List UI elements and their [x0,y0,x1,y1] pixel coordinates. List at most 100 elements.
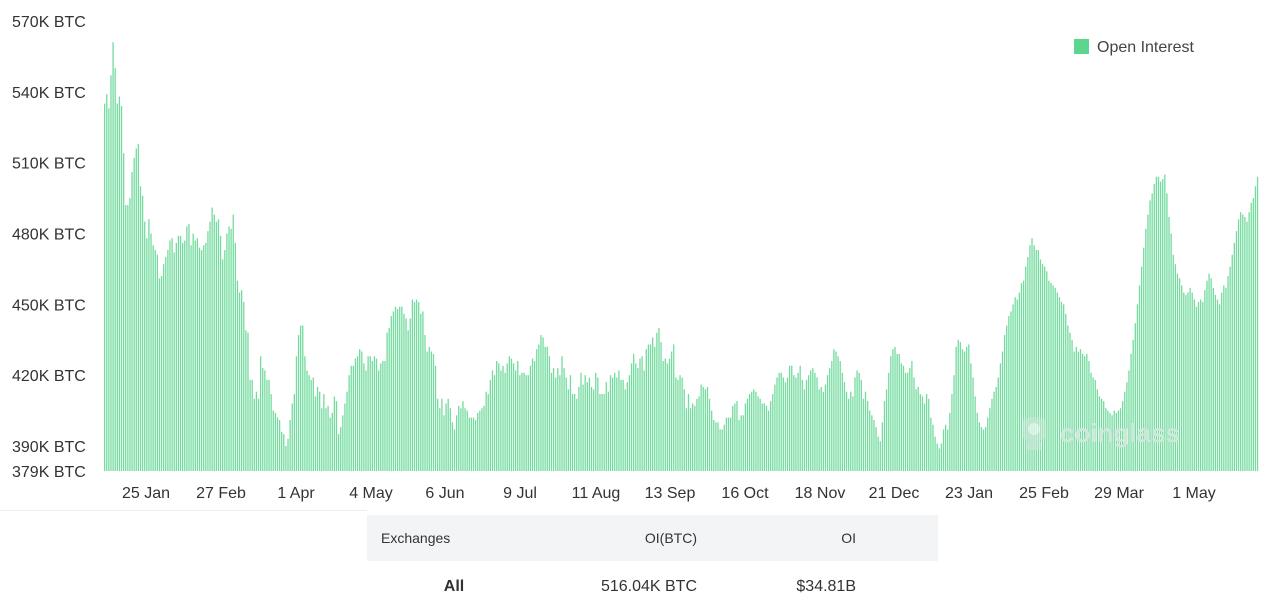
bar[interactable] [700,384,702,471]
bar[interactable] [972,377,974,471]
bar[interactable] [1153,183,1155,472]
bar[interactable] [1079,349,1082,471]
bar[interactable] [660,342,662,471]
bar[interactable] [909,368,911,471]
bar[interactable] [696,398,698,471]
bar[interactable] [702,386,704,471]
bar[interactable] [226,233,228,472]
bar[interactable] [765,405,768,471]
bar[interactable] [1168,216,1170,471]
bar[interactable] [831,361,833,471]
bar[interactable] [249,379,251,471]
bar[interactable] [866,401,869,471]
bar[interactable] [611,377,614,471]
bar[interactable] [496,361,498,471]
bar[interactable] [498,363,500,471]
bar[interactable] [1008,316,1010,471]
bar[interactable] [1183,292,1185,471]
bar[interactable] [1199,299,1202,471]
bar[interactable] [955,346,957,471]
bar[interactable] [803,389,806,471]
bar[interactable] [557,368,559,471]
bar[interactable] [464,408,466,471]
bar[interactable] [715,422,717,471]
bar[interactable] [759,398,761,471]
bar[interactable] [1134,323,1136,471]
bar[interactable] [521,372,523,471]
bar[interactable] [904,372,907,471]
bar[interactable] [253,398,255,471]
bar[interactable] [963,351,966,471]
bar[interactable] [1162,179,1164,471]
bar[interactable] [951,394,953,471]
bar[interactable] [139,186,142,471]
bar[interactable] [797,372,799,471]
bar[interactable] [519,375,521,471]
bar[interactable] [1071,339,1073,471]
bar[interactable] [268,379,270,471]
bar[interactable] [156,254,158,471]
bar[interactable] [869,410,871,471]
bar[interactable] [310,379,312,471]
bar[interactable] [230,228,232,471]
bar[interactable] [588,377,591,471]
bar[interactable] [289,420,291,471]
bar[interactable] [618,370,620,471]
bar[interactable] [175,242,177,471]
bar[interactable] [820,386,822,471]
bar[interactable] [1155,176,1158,471]
bar[interactable] [898,353,900,471]
bar[interactable] [318,391,321,471]
bar[interactable] [394,306,397,471]
bar[interactable] [966,346,968,471]
bar[interactable] [546,346,548,471]
bar[interactable] [1128,370,1130,471]
bar[interactable] [190,245,192,471]
bar[interactable] [883,401,886,471]
bar[interactable] [506,363,508,471]
bar[interactable] [1073,351,1075,471]
bar[interactable] [970,363,972,471]
bar[interactable] [677,379,679,471]
bar[interactable] [729,417,732,471]
bar[interactable] [359,349,361,471]
bar[interactable] [1218,304,1221,471]
bar[interactable] [1113,410,1115,471]
bar[interactable] [635,363,637,471]
bar[interactable] [576,398,578,471]
bar[interactable] [259,356,262,471]
bar[interactable] [283,434,285,471]
bar[interactable] [491,370,494,471]
bar[interactable] [902,365,905,471]
bar[interactable] [574,394,576,471]
bar[interactable] [1103,401,1105,471]
bar[interactable] [597,377,599,471]
bar[interactable] [487,394,489,471]
bar[interactable] [211,207,213,471]
bar[interactable] [1181,285,1183,471]
bar[interactable] [1069,332,1071,471]
bar[interactable] [548,356,551,471]
bar[interactable] [302,325,304,471]
bar[interactable] [662,361,664,471]
bar[interactable] [481,408,483,471]
bar[interactable] [740,415,742,471]
bar[interactable] [913,377,915,471]
bar[interactable] [215,221,218,471]
bar[interactable] [337,434,340,471]
bar[interactable] [1052,285,1054,471]
bar[interactable] [1214,294,1217,471]
bar[interactable] [1197,301,1200,471]
bar[interactable] [420,313,422,471]
bar[interactable] [144,221,146,471]
bar[interactable] [713,420,715,471]
bar[interactable] [1210,278,1212,471]
bar[interactable] [925,394,928,471]
bar[interactable] [1012,304,1014,471]
bar[interactable] [1164,174,1166,471]
bar[interactable] [999,363,1002,471]
bar[interactable] [287,438,289,471]
bar[interactable] [1216,299,1219,471]
bar[interactable] [1109,412,1111,471]
bar[interactable] [1122,401,1124,471]
